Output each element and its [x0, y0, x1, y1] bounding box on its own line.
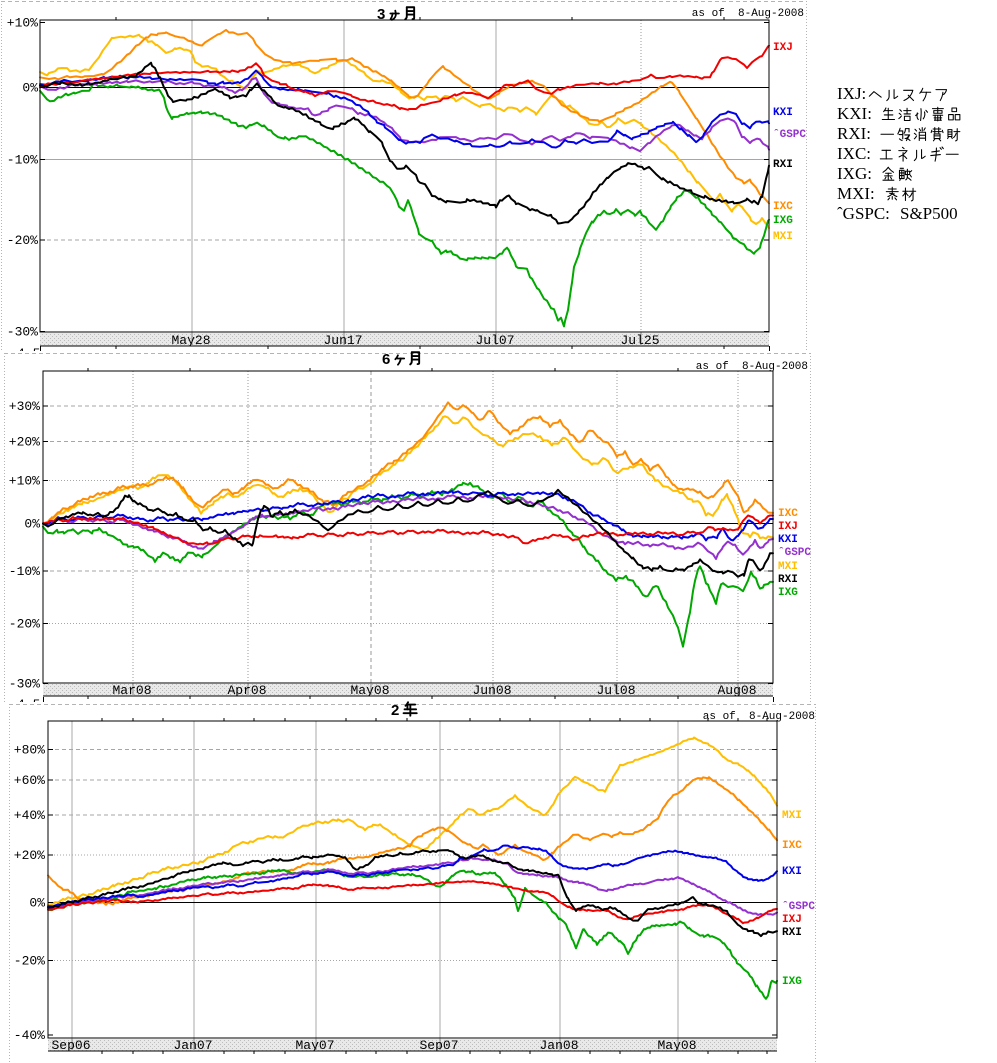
svg-text:KXI: KXI — [778, 534, 798, 546]
svg-text:-10%: -10% — [9, 564, 40, 579]
svg-text:IXC: IXC — [778, 508, 798, 520]
svg-text:MXI: MXI — [778, 561, 798, 573]
svg-text:Jul07: Jul07 — [475, 333, 514, 348]
svg-text:IXG: IXG — [778, 587, 798, 599]
svg-text:MXI:: MXI: — [837, 184, 875, 203]
svg-text:IXJ: IXJ — [778, 521, 798, 533]
svg-text:+20%: +20% — [9, 435, 40, 450]
svg-text:-40%: -40% — [14, 1028, 45, 1043]
svg-text:-30%: -30% — [7, 324, 38, 339]
svg-text:-20%: -20% — [7, 233, 38, 248]
svg-text:IXC: IXC — [773, 201, 793, 213]
svg-text:RXI: RXI — [782, 927, 802, 939]
svg-text:KXI: KXI — [782, 866, 802, 878]
svg-text:MXI: MXI — [782, 810, 802, 822]
svg-text:May07: May07 — [295, 1038, 334, 1053]
svg-text:S&P500: S&P500 — [900, 204, 958, 223]
svg-text:IXC: IXC — [782, 840, 802, 852]
svg-text:ˆGSPC: ˆGSPC — [782, 901, 815, 913]
svg-text:+60%: +60% — [14, 773, 45, 788]
svg-text:IXC:: IXC: — [837, 144, 871, 163]
svg-text:Jan08: Jan08 — [539, 1038, 578, 1053]
svg-text:0%: 0% — [22, 81, 38, 96]
svg-text:+10%: +10% — [9, 474, 40, 489]
svg-text:ˆGSPC:: ˆGSPC: — [837, 204, 890, 223]
svg-text:IXJ:: IXJ: — [837, 84, 866, 103]
svg-text:KXI: KXI — [773, 107, 793, 119]
svg-text:KXI:: KXI: — [837, 104, 872, 123]
svg-text:+80%: +80% — [14, 743, 45, 758]
svg-text:RXI: RXI — [773, 159, 793, 171]
svg-text:IXJ: IXJ — [782, 914, 802, 926]
svg-text:+40%: +40% — [14, 808, 45, 823]
svg-text:+10%: +10% — [7, 15, 38, 30]
svg-text:MXI: MXI — [773, 231, 793, 243]
svg-text:Jul25: Jul25 — [620, 333, 659, 348]
svg-text:May08: May08 — [657, 1038, 696, 1053]
svg-text:IXG: IXG — [782, 976, 802, 988]
svg-text:-10%: -10% — [7, 153, 38, 168]
svg-text:as of 8-Aug-2008: as of 8-Aug-2008 — [692, 8, 804, 20]
svg-text:RXI: RXI — [778, 574, 798, 586]
svg-text:6: 6 — [382, 351, 390, 368]
svg-text:Jun17: Jun17 — [323, 333, 362, 348]
svg-text:IXJ: IXJ — [773, 42, 793, 54]
svg-text:as of 8-Aug-2008: as of 8-Aug-2008 — [703, 711, 815, 723]
svg-text:Sep06: Sep06 — [51, 1038, 90, 1053]
svg-text:Apr08: Apr08 — [227, 683, 266, 698]
svg-text:0%: 0% — [24, 517, 40, 532]
svg-text:IXG:: IXG: — [837, 164, 872, 183]
svg-text:Jun08: Jun08 — [472, 683, 511, 698]
svg-text:May08: May08 — [350, 683, 389, 698]
svg-text:-20%: -20% — [14, 953, 45, 968]
svg-text:ˆGSPC: ˆGSPC — [778, 547, 811, 559]
svg-text:May28: May28 — [171, 333, 210, 348]
svg-text:4.5: 4.5 — [17, 697, 40, 712]
svg-text:0%: 0% — [29, 895, 45, 910]
svg-text:Sep07: Sep07 — [419, 1038, 458, 1053]
svg-text:Mar08: Mar08 — [112, 683, 151, 698]
svg-text:Aug08: Aug08 — [717, 683, 756, 698]
svg-text:4.5: 4.5 — [17, 346, 40, 361]
svg-text:as of 8-Aug-2008: as of 8-Aug-2008 — [696, 361, 808, 373]
svg-text:IXG: IXG — [773, 215, 793, 227]
svg-text:Jul08: Jul08 — [596, 683, 635, 698]
svg-text:3: 3 — [377, 6, 385, 23]
svg-text:ˆGSPC: ˆGSPC — [773, 129, 806, 141]
svg-text:2: 2 — [391, 702, 399, 719]
svg-text:+30%: +30% — [9, 399, 40, 414]
svg-text:-30%: -30% — [9, 677, 40, 692]
svg-text:+20%: +20% — [14, 848, 45, 863]
svg-text:-20%: -20% — [9, 617, 40, 632]
svg-text:RXI:: RXI: — [837, 124, 871, 143]
svg-text:Jan07: Jan07 — [173, 1038, 212, 1053]
